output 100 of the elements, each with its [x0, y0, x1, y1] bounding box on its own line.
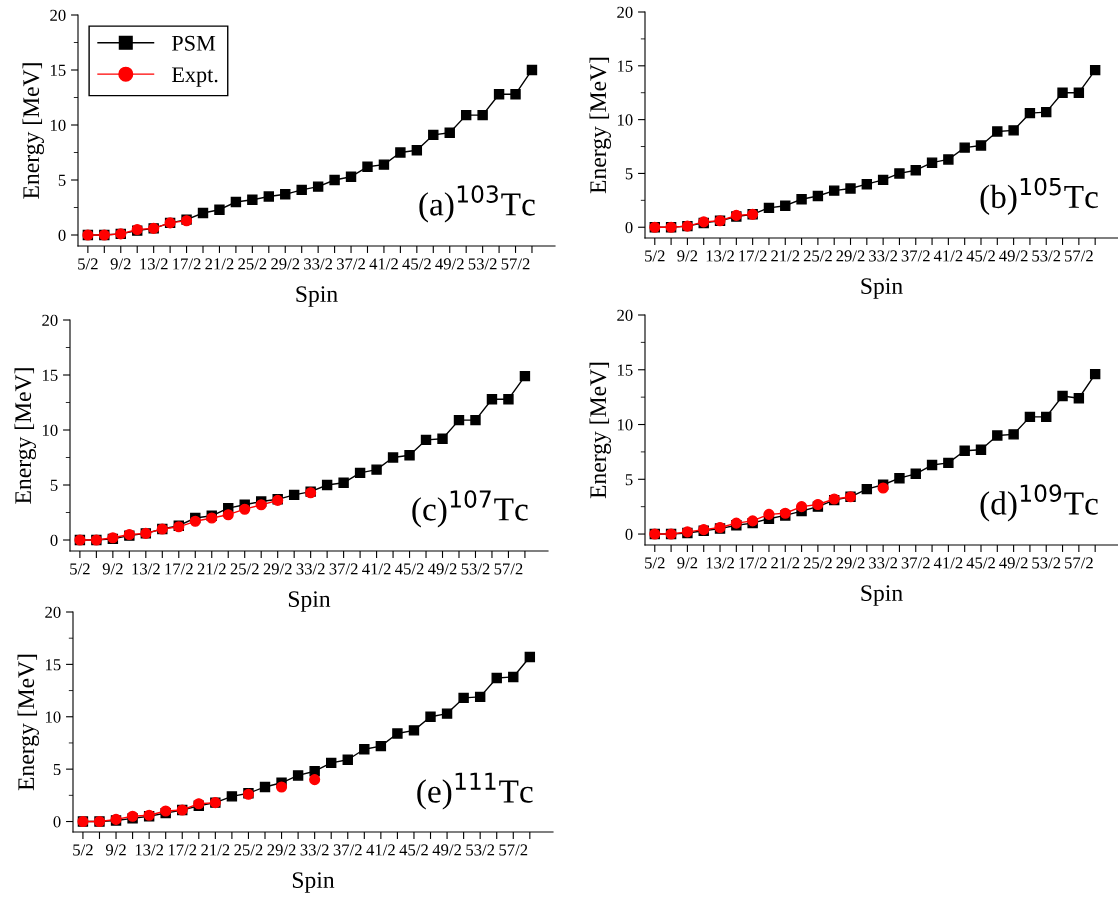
- x-tick-label: 45/2: [402, 258, 431, 270]
- x-tick-label: 17/2: [173, 258, 201, 270]
- x-tick-label: 29/2: [271, 258, 300, 270]
- x-tick-label: 49/2: [435, 258, 464, 270]
- x-tick-label: 53/2: [468, 258, 497, 270]
- x-tick-label: 17/2: [165, 563, 193, 575]
- y-axis-title: Energy [MeV]: [22, 63, 44, 199]
- y-tick-label: 0: [53, 816, 61, 828]
- legend-label: PSM: [171, 35, 216, 51]
- x-tick-label: 21/2: [771, 557, 800, 569]
- x-tick-label: 9/2: [677, 557, 698, 569]
- y-tick-label: 20: [617, 6, 633, 18]
- x-tick-label: 5/2: [645, 250, 665, 262]
- x-tick-label: 37/2: [337, 258, 365, 270]
- y-tick-label: 10: [45, 711, 61, 723]
- x-tick-label: 33/2: [869, 250, 898, 262]
- x-tick-label: 49/2: [999, 557, 1028, 569]
- y-tick-label: 15: [617, 60, 633, 72]
- x-tick-label: 25/2: [803, 250, 832, 262]
- x-tick-label: 5/2: [645, 557, 665, 569]
- x-tick-label: 13/2: [140, 258, 168, 270]
- x-tick-label: 41/2: [933, 557, 963, 569]
- y-tick-label: 15: [50, 64, 66, 76]
- x-tick-label: 5/2: [78, 258, 98, 270]
- y-tick-label: 0: [625, 528, 633, 540]
- x-tick-label: 57/2: [494, 563, 523, 575]
- x-tick-label: 13/2: [132, 563, 160, 575]
- x-tick-label: 57/2: [501, 258, 530, 270]
- y-axis-title: Energy [MeV]: [14, 368, 36, 504]
- x-tick-label: 41/2: [362, 563, 391, 575]
- y-tick-label: 5: [53, 764, 61, 776]
- x-tick-label: 53/2: [466, 844, 495, 856]
- x-axis-title: Spin: [861, 278, 903, 299]
- y-tick-label: 10: [42, 424, 58, 436]
- x-tick-label: 45/2: [399, 844, 428, 856]
- y-tick-label: 20: [617, 309, 633, 321]
- x-tick-label: 17/2: [168, 844, 197, 856]
- annotation: (c)$^{107}$Tc: [412, 490, 528, 528]
- x-axis-title: Spin: [296, 286, 338, 307]
- x-tick-label: 9/2: [110, 258, 131, 270]
- x-tick-label: 37/2: [901, 250, 930, 262]
- x-tick-label: 9/2: [677, 250, 698, 262]
- x-tick-label: 49/2: [999, 250, 1028, 262]
- x-tick-label: 45/2: [966, 557, 995, 569]
- x-tick-label: 25/2: [230, 563, 259, 575]
- x-tick-label: 49/2: [432, 844, 461, 856]
- x-tick-label: 41/2: [369, 258, 398, 270]
- y-tick-label: 5: [50, 479, 58, 491]
- y-tick-label: 10: [617, 114, 633, 126]
- y-tick-label: 20: [50, 9, 66, 21]
- x-tick-label: 13/2: [706, 557, 734, 569]
- annotation: (a)$^{103}$Tc: [419, 185, 535, 223]
- y-tick-label: 15: [42, 369, 58, 381]
- x-tick-label: 5/2: [70, 563, 90, 575]
- annotation: (e)$^{111}$Tc: [417, 772, 533, 810]
- x-tick-label: 57/2: [1065, 250, 1093, 262]
- y-tick-label: 0: [625, 221, 633, 234]
- x-tick-label: 45/2: [966, 250, 995, 262]
- x-tick-label: 37/2: [329, 563, 358, 575]
- x-tick-label: 33/2: [304, 258, 333, 270]
- x-tick-label: 29/2: [836, 557, 865, 569]
- x-tick-label: 25/2: [803, 557, 832, 569]
- y-tick-label: 15: [617, 364, 633, 376]
- y-axis-title: Energy [MeV]: [589, 57, 611, 194]
- y-tick-label: 5: [58, 174, 66, 186]
- x-tick-label: 37/2: [333, 844, 362, 856]
- x-tick-label: 49/2: [428, 563, 457, 575]
- x-tick-label: 53/2: [1032, 250, 1061, 262]
- y-axis-title: Energy [MeV]: [589, 362, 611, 499]
- y-tick-label: 5: [625, 168, 633, 180]
- x-tick-label: 21/2: [205, 258, 234, 270]
- x-tick-label: 33/2: [300, 844, 329, 856]
- y-tick-label: 20: [42, 314, 58, 326]
- x-tick-label: 57/2: [1065, 557, 1093, 569]
- x-tick-label: 33/2: [869, 557, 898, 569]
- x-axis-title: Spin: [288, 591, 331, 612]
- x-tick-label: 9/2: [102, 563, 123, 575]
- x-tick-label: 29/2: [263, 563, 292, 575]
- x-tick-label: 9/2: [105, 844, 126, 856]
- x-tick-label: 53/2: [1032, 557, 1061, 569]
- legend-label: Expt.: [171, 67, 218, 87]
- x-tick-label: 33/2: [296, 563, 325, 575]
- y-tick-label: 10: [50, 119, 66, 131]
- x-tick-label: 13/2: [135, 844, 164, 856]
- x-tick-label: 21/2: [771, 250, 800, 262]
- y-tick-label: 5: [625, 474, 633, 486]
- x-tick-label: 25/2: [238, 258, 267, 270]
- y-tick-label: 0: [50, 534, 58, 546]
- x-tick-label: 37/2: [901, 557, 930, 569]
- x-tick-label: 29/2: [267, 844, 296, 856]
- x-tick-label: 17/2: [739, 250, 767, 262]
- x-tick-label: 17/2: [739, 557, 767, 569]
- x-axis-title: Spin: [861, 585, 903, 606]
- x-tick-label: 25/2: [234, 844, 263, 856]
- x-tick-label: 5/2: [73, 844, 93, 856]
- x-tick-label: 21/2: [201, 844, 230, 856]
- annotation: (d)$^{109}$Tc: [980, 484, 1098, 522]
- x-axis-title: Spin: [292, 872, 335, 893]
- y-tick-label: 10: [617, 419, 633, 431]
- y-tick-label: 15: [45, 659, 61, 671]
